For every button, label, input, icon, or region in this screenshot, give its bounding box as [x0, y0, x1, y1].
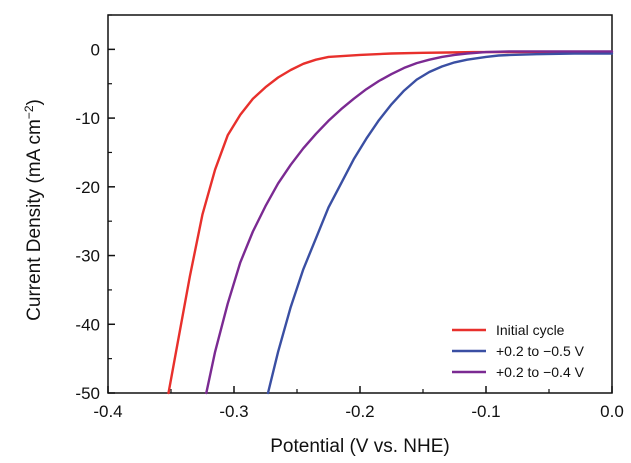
legend-label-3: +0.2 to −0.4 V [496, 364, 585, 380]
x-axis-title: Potential (V vs. NHE) [270, 436, 450, 457]
y-tick-label: -30 [75, 247, 100, 266]
y-tick-label: -10 [75, 109, 100, 128]
y-axis-title-close: ) [24, 99, 45, 105]
x-axis-ticks: -0.4 -0.3 -0.2 -0.1 0.0 [93, 386, 624, 421]
series-layer [167, 50, 614, 395]
y-axis-title: Current Density (mA cm−2) [22, 99, 45, 321]
legend-label-1: Initial cycle [496, 322, 565, 338]
legend: Initial cycle +0.2 to −0.5 V +0.2 to −0.4 … [452, 322, 585, 380]
x-tick-label: -0.3 [219, 402, 248, 421]
y-tick-label: 0 [91, 40, 100, 59]
y-tick-label: -20 [75, 178, 100, 197]
y-axis-ticks: 0 -10 -20 -30 -40 -50 [75, 14, 115, 403]
y-tick-label: -50 [75, 384, 100, 403]
x-tick-label: -0.2 [345, 402, 374, 421]
y-axis-title-unit-exponent: −2 [22, 105, 36, 119]
x-tick-label: -0.4 [93, 402, 122, 421]
series-line-2 [266, 52, 614, 395]
series-line-3 [205, 50, 614, 395]
x-tick-label: -0.1 [471, 402, 500, 421]
y-tick-label: -40 [75, 315, 100, 334]
series-line-1 [167, 50, 614, 395]
legend-label-2: +0.2 to −0.5 V [496, 343, 585, 359]
y-axis-title-text: Current Density (mA cm [24, 119, 45, 321]
x-tick-label: 0.0 [600, 402, 624, 421]
